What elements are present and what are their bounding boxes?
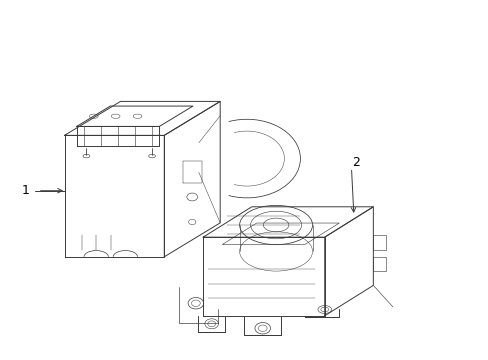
Text: 1: 1 [22, 184, 30, 197]
Text: 2: 2 [352, 156, 360, 168]
